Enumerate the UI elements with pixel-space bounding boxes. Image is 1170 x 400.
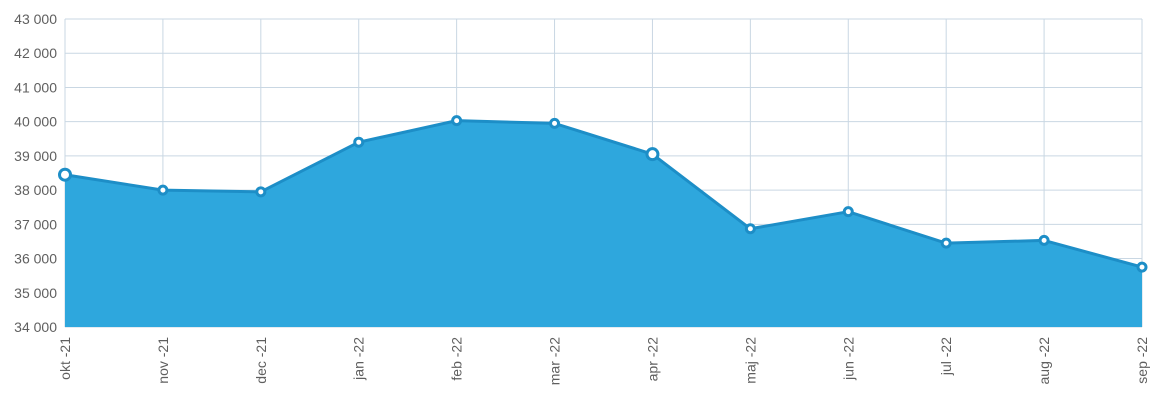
data-point [842, 206, 854, 218]
x-tick-label: jan -22 [351, 337, 367, 381]
x-tick-label: mar -22 [547, 337, 563, 385]
data-point [58, 167, 72, 182]
data-point [157, 184, 169, 196]
line-series [63, 119, 1144, 269]
x-axis-tick-labels: okt -21 nov -21 dec -21 jan -22 feb -22 mar -… [57, 337, 1150, 385]
data-point [451, 115, 463, 127]
area-series-fill [65, 120, 1142, 327]
y-tick-label: 39 000 [14, 148, 57, 164]
y-tick-label: 34 000 [14, 319, 57, 335]
y-tick-label: 37 000 [14, 216, 57, 232]
x-tick-label: jun -22 [840, 337, 856, 381]
y-tick-label: 35 000 [14, 285, 57, 301]
data-point [549, 117, 561, 129]
y-tick-label: 42 000 [14, 45, 57, 61]
data-point [1038, 234, 1050, 246]
x-tick-label: sep -22 [1134, 337, 1150, 384]
data-points [58, 115, 1148, 273]
data-point [645, 147, 660, 162]
x-tick-label: feb -22 [449, 337, 465, 381]
x-tick-label: jul -22 [938, 337, 954, 376]
y-tick-label: 40 000 [14, 114, 57, 130]
x-tick-label: aug -22 [1036, 337, 1052, 385]
y-tick-label: 36 000 [14, 251, 57, 267]
x-tick-label: apr -22 [644, 337, 660, 382]
y-tick-label: 43 000 [14, 11, 57, 27]
data-point [940, 237, 952, 249]
x-tick-label: maj -22 [742, 337, 758, 384]
y-axis-tick-labels: 34 000 35 000 36 000 37 000 38 000 39 000 40 0… [14, 11, 57, 335]
x-tick-label: dec -21 [253, 337, 269, 384]
x-tick-label: nov -21 [155, 337, 171, 384]
data-point [744, 223, 756, 235]
y-tick-label: 41 000 [14, 79, 57, 95]
data-point [1136, 261, 1148, 273]
x-tick-label: okt -21 [57, 337, 73, 380]
data-point [255, 186, 267, 198]
y-tick-label: 38 000 [14, 182, 57, 198]
data-point [353, 136, 365, 148]
